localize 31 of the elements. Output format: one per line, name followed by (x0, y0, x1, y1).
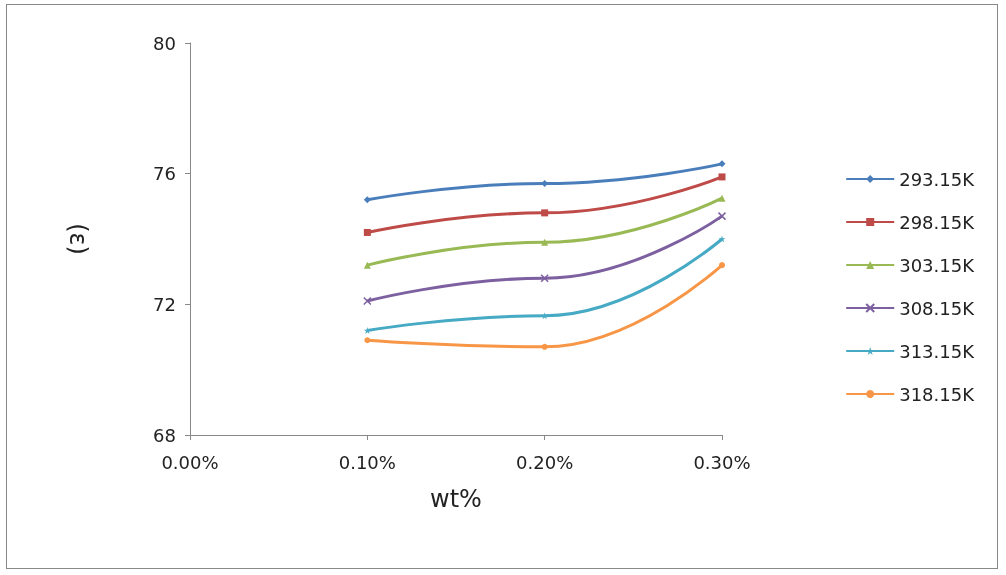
legend-label: 318.15K (899, 383, 976, 405)
legend-label: 308.15K (899, 297, 976, 319)
x-tick-label: 0.00% (161, 451, 219, 473)
point (364, 337, 371, 344)
x-axis-title: wt% (430, 485, 482, 513)
point (718, 235, 726, 243)
point (541, 238, 549, 246)
point (540, 273, 549, 283)
point (718, 194, 726, 202)
point (718, 173, 726, 181)
x-tick-label: 0.30% (693, 451, 751, 473)
legend-label: 293.15K (899, 168, 976, 190)
point (541, 343, 548, 350)
point (363, 196, 371, 204)
point (541, 209, 549, 217)
y-tick-label: 72 (153, 293, 176, 315)
point (363, 296, 372, 306)
y-tick-label: 80 (153, 32, 176, 54)
point (717, 211, 727, 221)
point (718, 160, 726, 168)
x-tick-label: 0.20% (516, 451, 574, 473)
legend-label: 313.15K (899, 340, 976, 362)
point (363, 228, 371, 236)
y-tick-label: 68 (153, 424, 176, 446)
y-tick-label: 76 (153, 163, 176, 185)
point (719, 262, 725, 269)
x-tick-label: 0.10% (338, 451, 396, 473)
point (363, 261, 371, 269)
legend-label: 298.15K (899, 211, 976, 233)
y-axis-title: (ε) (64, 223, 92, 255)
legend-label: 303.15K (899, 254, 976, 276)
